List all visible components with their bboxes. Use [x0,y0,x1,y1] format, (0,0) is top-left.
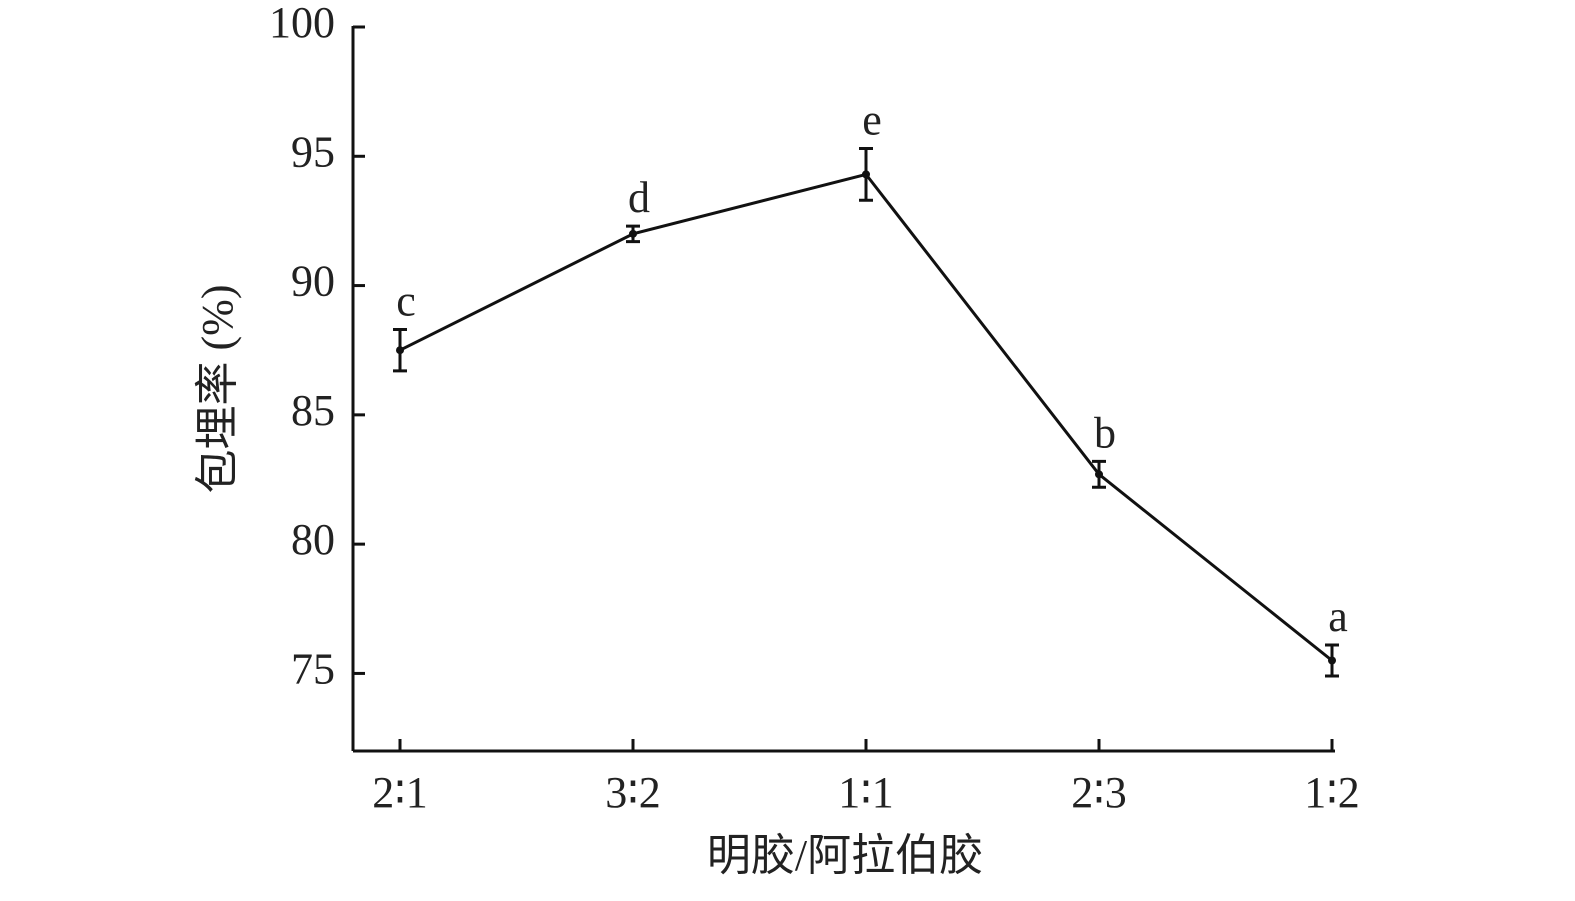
x-tick-label: 2∶3 [1071,768,1126,817]
y-tick-label: 95 [291,127,335,176]
y-tick-label: 75 [291,645,335,694]
line [399,172,1333,662]
y-axis-label: 包埋率 (%) [193,285,242,494]
y-tick-label: 85 [291,386,335,435]
y-tick-label: 90 [291,257,335,306]
x-tick-label: 1∶1 [838,768,893,817]
x-tick-label: 2∶1 [372,768,427,817]
y-tick-label: 100 [269,0,335,47]
x-axis-label: 明胶/阿拉伯胶 [707,831,983,880]
annotation: e [862,96,882,145]
point [396,346,404,355]
y-tick-label: 80 [291,515,335,564]
point [1095,470,1103,479]
annotation: a [1328,592,1348,641]
annotation: c [396,277,416,326]
x-tick-label: 3∶2 [605,768,660,817]
point [629,229,637,238]
point [1328,656,1336,665]
annotation: d [628,173,650,222]
annotation: b [1094,408,1116,457]
x-tick-label: 1∶2 [1304,768,1359,817]
point [862,170,870,179]
